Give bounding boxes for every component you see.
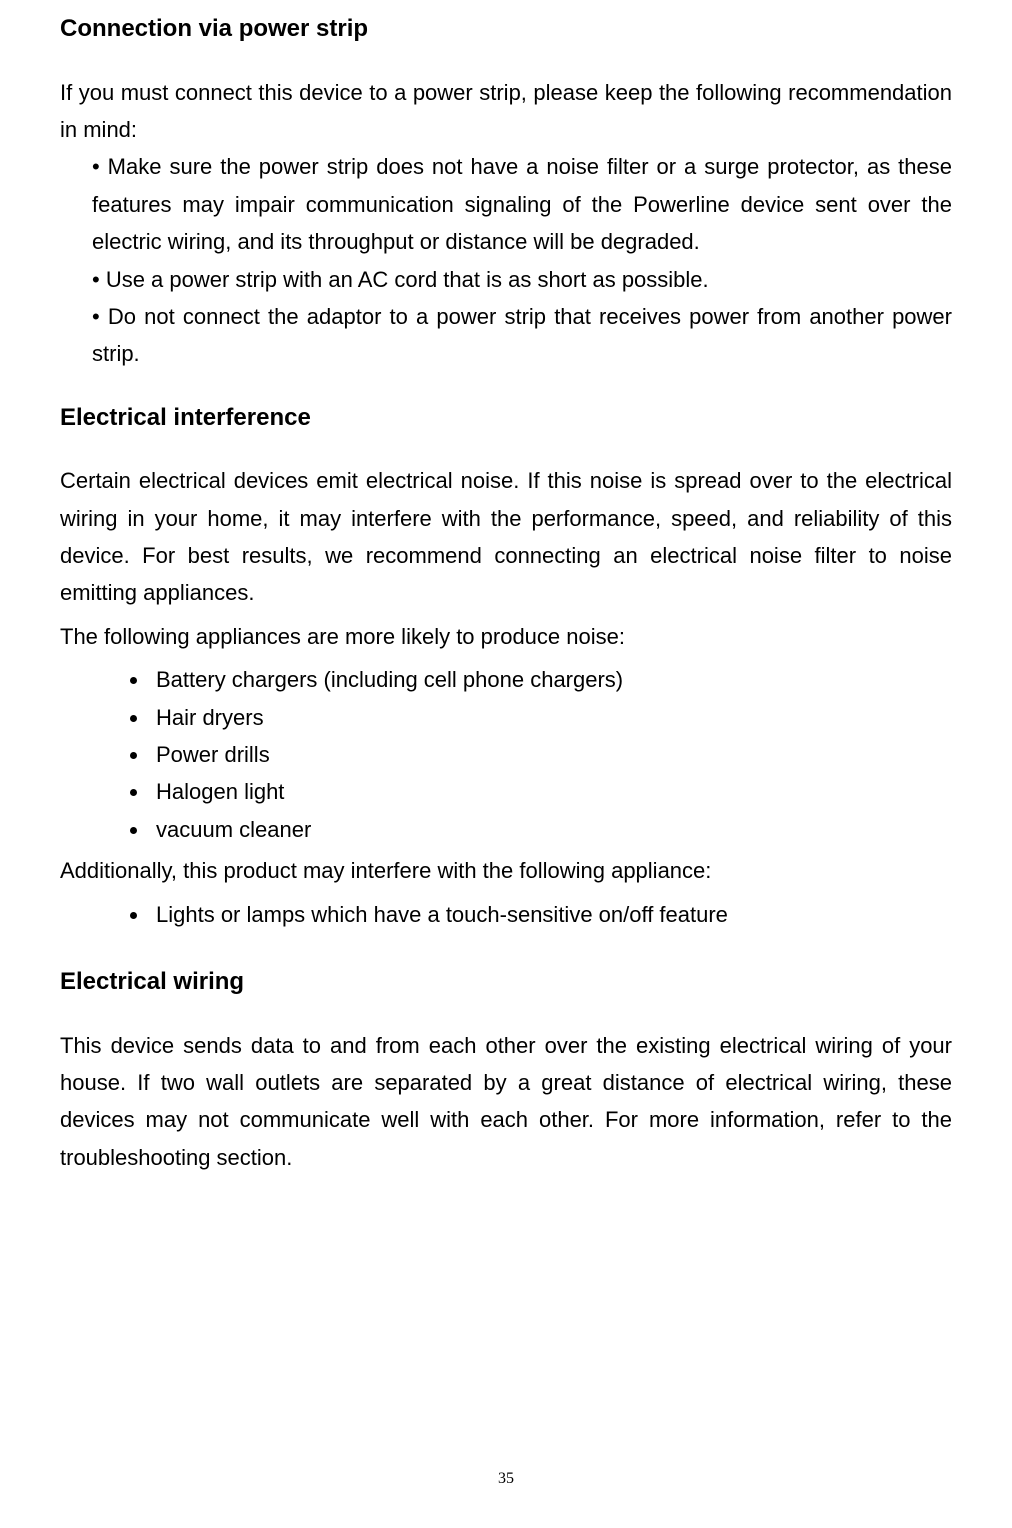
bullet-power-strip-1: • Make sure the power strip does not hav… (92, 148, 952, 260)
list-item: Hair dryers (150, 699, 952, 736)
paragraph-interference-2: The following appliances are more likely… (60, 618, 952, 655)
heading-electrical-interference: Electrical interference (60, 401, 952, 435)
noise-appliance-list: Battery chargers (including cell phone c… (60, 661, 952, 848)
paragraph-intro-power-strip: If you must connect this device to a pow… (60, 74, 952, 149)
paragraph-wiring-1: This device sends data to and from each … (60, 1027, 952, 1177)
bullet-block-power-strip: • Make sure the power strip does not hav… (60, 148, 952, 372)
bullet-power-strip-3: • Do not connect the adaptor to a power … (92, 298, 952, 373)
heading-electrical-wiring: Electrical wiring (60, 965, 952, 999)
paragraph-interference-1: Certain electrical devices emit electric… (60, 462, 952, 612)
list-item: Power drills (150, 736, 952, 773)
list-item: Battery chargers (including cell phone c… (150, 661, 952, 698)
list-item: Lights or lamps which have a touch-sensi… (150, 896, 952, 933)
heading-connection-power-strip: Connection via power strip (60, 12, 952, 46)
page-number: 35 (0, 1470, 1012, 1488)
list-item: Halogen light (150, 773, 952, 810)
bullet-power-strip-2: • Use a power strip with an AC cord that… (92, 261, 952, 298)
interfere-appliance-list: Lights or lamps which have a touch-sensi… (60, 896, 952, 933)
paragraph-interference-3: Additionally, this product may interfere… (60, 852, 952, 889)
document-page: Connection via power strip If you must c… (0, 0, 1012, 1528)
list-item: vacuum cleaner (150, 811, 952, 848)
